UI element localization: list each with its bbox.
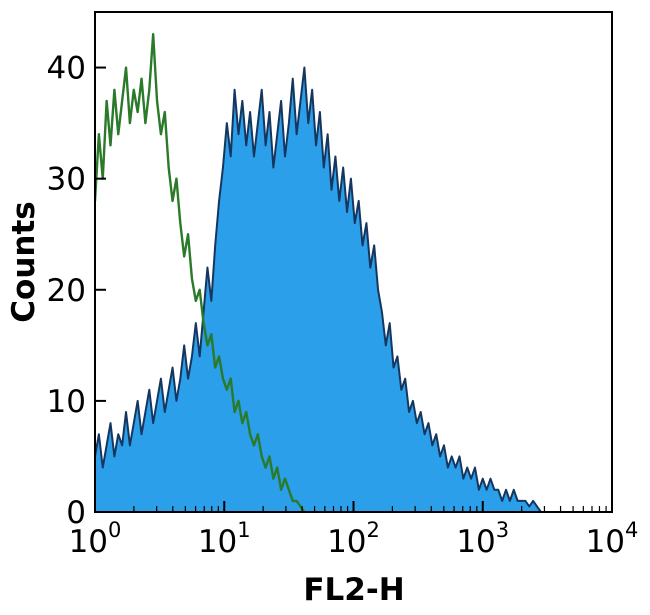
x-tick-label: 104 — [586, 518, 639, 560]
y-axis-title: Counts — [6, 201, 42, 322]
y-tick-label: 0 — [66, 495, 86, 531]
y-tick-label: 20 — [47, 273, 86, 309]
y-tick-label: 10 — [47, 384, 86, 420]
y-tick-label: 30 — [47, 162, 86, 198]
x-axis-title: FL2-H — [303, 572, 404, 608]
series-control-open — [95, 33, 306, 512]
x-tick-label: 102 — [327, 518, 380, 560]
series-group — [95, 33, 542, 512]
y-tick-label: 40 — [47, 51, 86, 87]
x-tick-label: 103 — [456, 518, 509, 560]
series-stained-sample-filled — [95, 66, 542, 512]
y-axis-ticks: 0 10 20 30 40 — [47, 51, 106, 531]
x-tick-label: 101 — [198, 518, 251, 560]
